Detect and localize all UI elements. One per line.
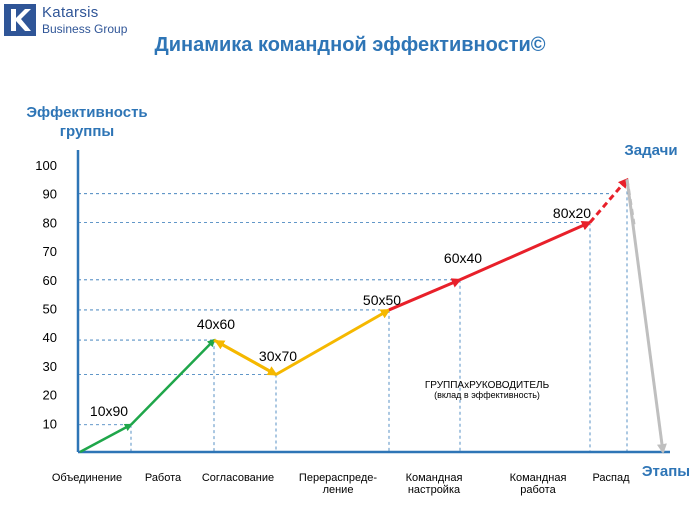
y-tick-label: 10 <box>43 416 57 431</box>
stage-label: Объединение <box>52 472 122 484</box>
curve-segment-red <box>388 278 462 312</box>
page-title: Динамика командной эффективности© <box>154 34 546 56</box>
logo: Katarsis Business Group <box>4 2 144 38</box>
stage-label: работа <box>520 484 556 496</box>
stage-label: Работа <box>145 472 182 484</box>
stage-label: Командная <box>510 472 567 484</box>
point-label: 30x70 <box>259 348 297 364</box>
note-line-2: (вклад в эффективность) <box>434 390 540 400</box>
y-axis-title-line-2: группы <box>59 123 115 140</box>
y-axis-title: Эффективность группы <box>14 103 160 141</box>
logo-subtitle: Business Group <box>42 22 128 36</box>
curve-segment-red-dashed <box>588 177 629 224</box>
y-tick-label: 90 <box>43 187 57 202</box>
logo-name: Katarsis <box>42 4 99 21</box>
y-tick-label: 20 <box>43 388 57 403</box>
y-tick-label: 30 <box>43 359 57 374</box>
y-tick-label: 40 <box>43 330 57 345</box>
y-tick-label: 70 <box>43 244 57 259</box>
tasks-label: Задачи <box>624 142 677 159</box>
stages-label: Этапы <box>642 463 690 480</box>
curve-segment-yellow <box>275 308 391 376</box>
stage-label: ление <box>323 484 354 496</box>
point-label: 40x60 <box>197 316 235 332</box>
point-label: 10x90 <box>90 403 128 419</box>
katarsis-logo-icon <box>4 4 36 36</box>
curve-segment-red <box>459 221 592 282</box>
point-label: 50x50 <box>363 292 401 308</box>
curve-segment-green <box>130 338 216 426</box>
y-tick-label: 50 <box>43 302 57 317</box>
point-label: 60x40 <box>444 250 482 266</box>
curve-segment-yellow <box>214 339 277 376</box>
stage-label: Распад <box>592 472 630 484</box>
curve-segment-gray-dashed <box>625 179 636 225</box>
y-tick-label: 80 <box>43 215 57 230</box>
curve-segment-gray <box>625 179 667 454</box>
y-axis-title-line-1: Эффективность <box>26 104 148 121</box>
y-tick-label: 100 <box>35 158 57 173</box>
stage-label: Перераспреде- <box>299 472 377 484</box>
stage-label: настройка <box>408 484 461 496</box>
curve-segment-green <box>79 423 133 454</box>
y-tick-label: 60 <box>43 273 57 288</box>
note-line-1: ГРУППАхРУКОВОДИТЕЛЬ <box>425 380 550 391</box>
stage-label: Командная <box>406 472 463 484</box>
stage-label: Согласование <box>202 472 274 484</box>
point-label: 80x20 <box>553 205 591 221</box>
